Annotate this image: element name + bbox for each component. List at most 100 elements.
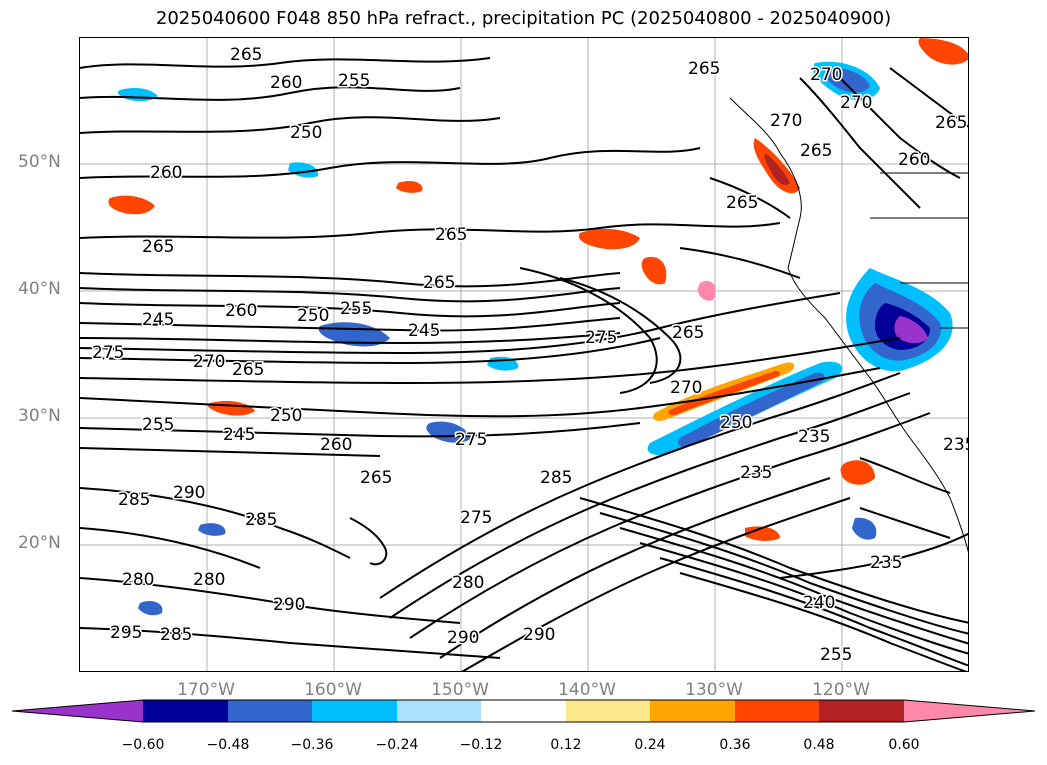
contour-label: 255 — [340, 299, 372, 319]
precip-blob — [764, 153, 790, 185]
contour-label: 270 — [770, 111, 802, 131]
contour-label: 265 — [800, 141, 832, 161]
lon-label: 150°W — [431, 680, 489, 700]
contour-label: 265 — [232, 360, 264, 380]
contour-label: 275 — [585, 328, 617, 348]
contour-label: 285 — [540, 468, 572, 488]
precip-blob — [678, 372, 825, 448]
precip-blob — [138, 601, 163, 616]
contour-label: 265 — [688, 59, 720, 79]
contour-label: 265 — [726, 193, 758, 213]
contour-label: 270 — [840, 93, 872, 113]
graticule — [80, 38, 968, 671]
contour-label: 255 — [820, 645, 852, 665]
contour-label: 235 — [798, 427, 830, 447]
colorbar-segment — [566, 700, 650, 722]
contour-label: 295 — [110, 623, 142, 643]
contour-label: 290 — [447, 628, 479, 648]
contour-lines — [80, 57, 968, 671]
colorbar-tick-label: 0.36 — [719, 737, 751, 753]
colorbar-segments — [12, 700, 1035, 722]
lat-label: 30°N — [18, 406, 61, 426]
colorbar-segment — [735, 700, 819, 722]
contour-label-layer: 265 260 255 250 260 265 265 265 245 260 … — [91, 44, 969, 667]
colorbar-segment — [819, 700, 904, 722]
contour-label: 250 — [720, 413, 752, 433]
contour-label: 265 — [935, 113, 967, 133]
contour-label: 250 — [297, 306, 329, 326]
contour-label: 285 — [160, 625, 192, 645]
precip-blob — [426, 421, 472, 443]
contour-label: 240 — [803, 593, 835, 613]
precip-blob — [108, 195, 155, 215]
contour-label: 245 — [223, 425, 255, 445]
colorbar-tick-label: −0.24 — [375, 737, 419, 753]
precip-blob — [745, 526, 780, 541]
contour-label: 260 — [898, 150, 930, 170]
contour-label: 250 — [270, 406, 302, 426]
colorbar-tick-label: −0.36 — [290, 737, 334, 753]
contour-label: 280 — [193, 570, 225, 590]
contour-label: 290 — [173, 483, 205, 503]
colorbar-tick-label: 0.12 — [550, 737, 582, 753]
contour-label: 275 — [460, 508, 492, 528]
contour-label: 270 — [193, 352, 225, 372]
precip-blob — [697, 280, 716, 301]
contour-label: 290 — [273, 595, 305, 615]
contour-label: 235 — [870, 553, 902, 573]
contour-label: 245 — [408, 321, 440, 341]
contour-label: 290 — [523, 625, 555, 645]
contour-label: 280 — [452, 573, 484, 593]
precip-blob — [207, 400, 255, 416]
colorbar-segment — [397, 700, 481, 722]
colorbar-extend-high — [904, 700, 1035, 722]
colorbar-extend-low — [12, 700, 143, 722]
colorbar-segment — [143, 700, 228, 722]
colorbar-segment — [228, 700, 312, 722]
colorbar-outline — [11, 699, 1036, 723]
contour-label: 280 — [122, 570, 154, 590]
contour-label: 260 — [270, 73, 302, 93]
contour-label: 285 — [245, 510, 277, 530]
colorbar-segment — [650, 700, 735, 722]
precip-blob — [894, 316, 928, 344]
lon-label: 160°W — [304, 680, 362, 700]
precip-blob — [825, 67, 870, 93]
lat-label: 50°N — [18, 152, 61, 172]
lon-label: 170°W — [177, 680, 235, 700]
lon-label: 130°W — [685, 680, 743, 700]
contour-label: 245 — [142, 310, 174, 330]
contour-label: 270 — [670, 378, 702, 398]
precip-blob — [918, 38, 968, 65]
map-canvas: 265 260 255 250 260 265 265 265 245 260 … — [80, 38, 969, 671]
coastline — [729, 97, 968, 553]
colorbar-tick-label: 0.24 — [634, 737, 666, 753]
map-frame: 265 260 255 250 260 265 265 265 245 260 … — [79, 37, 969, 672]
contour-label: 265 — [423, 273, 455, 293]
contour-label: 265 — [435, 225, 467, 245]
precip-blob — [852, 517, 877, 540]
lat-label: 40°N — [18, 279, 61, 299]
contour-label: 235 — [740, 463, 772, 483]
contour-label: 285 — [118, 490, 150, 510]
contour-label: 255 — [142, 415, 174, 435]
contour-label: 260 — [225, 301, 257, 321]
lon-label: 120°W — [812, 680, 870, 700]
colorbar — [11, 699, 1036, 723]
colorbar-tick-label: −0.60 — [121, 737, 165, 753]
colorbar-segment — [312, 700, 397, 722]
contour-label: 265 — [142, 237, 174, 257]
lon-label: 140°W — [558, 680, 616, 700]
precip-blob — [668, 370, 780, 416]
contour-label: 255 — [338, 71, 370, 91]
lat-label: 20°N — [18, 533, 61, 553]
contour-label: 235 — [943, 435, 969, 455]
contour-label: 265 — [360, 468, 392, 488]
precip-blob — [198, 523, 226, 536]
contour-label: 260 — [320, 435, 352, 455]
precip-blob — [117, 88, 158, 102]
map-title: 2025040600 F048 850 hPa refract., precip… — [155, 8, 892, 29]
precip-blob — [396, 180, 423, 193]
contour-label: 270 — [810, 65, 842, 85]
colorbar-tick-label: −0.48 — [206, 737, 250, 753]
